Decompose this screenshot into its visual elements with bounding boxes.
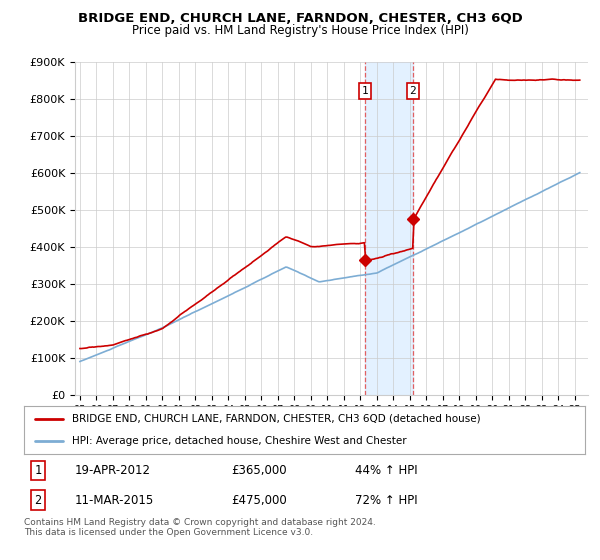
Text: 72% ↑ HPI: 72% ↑ HPI [355, 493, 418, 507]
Text: 11-MAR-2015: 11-MAR-2015 [74, 493, 154, 507]
Text: 1: 1 [34, 464, 41, 477]
Text: BRIDGE END, CHURCH LANE, FARNDON, CHESTER, CH3 6QD: BRIDGE END, CHURCH LANE, FARNDON, CHESTE… [77, 12, 523, 25]
Text: Contains HM Land Registry data © Crown copyright and database right 2024.
This d: Contains HM Land Registry data © Crown c… [24, 518, 376, 538]
Text: 1: 1 [362, 86, 368, 96]
Text: £475,000: £475,000 [232, 493, 287, 507]
Text: 19-APR-2012: 19-APR-2012 [74, 464, 151, 477]
Text: HPI: Average price, detached house, Cheshire West and Chester: HPI: Average price, detached house, Ches… [71, 436, 406, 446]
Text: 2: 2 [410, 86, 416, 96]
Text: 44% ↑ HPI: 44% ↑ HPI [355, 464, 418, 477]
Text: Price paid vs. HM Land Registry's House Price Index (HPI): Price paid vs. HM Land Registry's House … [131, 24, 469, 36]
Bar [365, 62, 413, 395]
Text: 2: 2 [34, 493, 41, 507]
Text: £365,000: £365,000 [232, 464, 287, 477]
Text: BRIDGE END, CHURCH LANE, FARNDON, CHESTER, CH3 6QD (detached house): BRIDGE END, CHURCH LANE, FARNDON, CHESTE… [71, 414, 481, 424]
